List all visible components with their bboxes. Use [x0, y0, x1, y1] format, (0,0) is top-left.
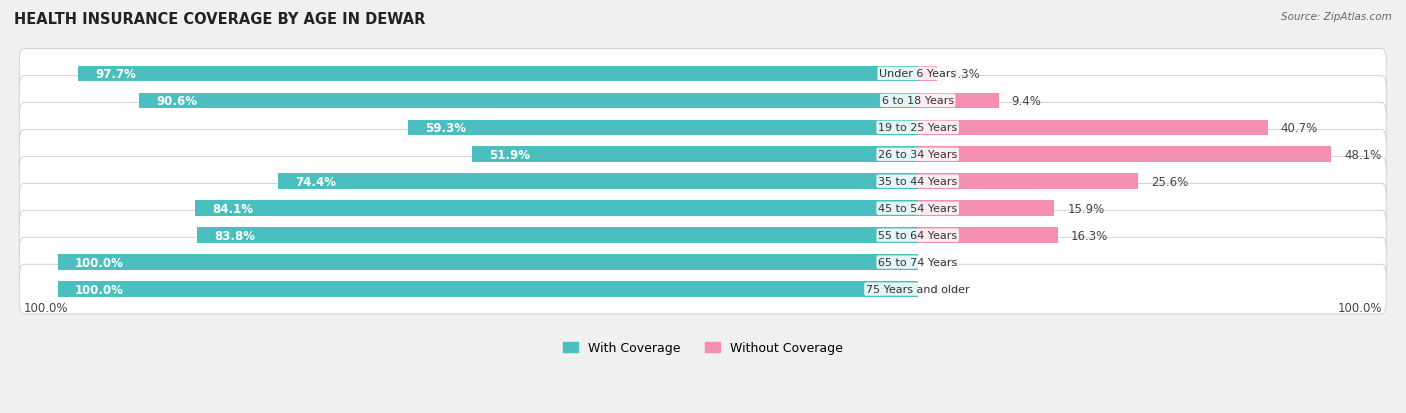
Text: 84.1%: 84.1% — [212, 202, 253, 215]
Bar — [918, 120, 1268, 136]
Bar — [408, 120, 918, 136]
Text: 16.3%: 16.3% — [1071, 229, 1108, 242]
Bar — [918, 66, 938, 82]
Text: 48.1%: 48.1% — [1344, 148, 1381, 161]
Text: 19 to 25 Years: 19 to 25 Years — [879, 123, 957, 133]
Text: 45 to 54 Years: 45 to 54 Years — [879, 204, 957, 214]
Bar — [197, 228, 918, 243]
FancyBboxPatch shape — [20, 157, 1386, 206]
Text: 40.7%: 40.7% — [1281, 121, 1317, 135]
Text: 59.3%: 59.3% — [425, 121, 465, 135]
Bar — [77, 66, 918, 82]
FancyBboxPatch shape — [20, 103, 1386, 153]
Text: Under 6 Years: Under 6 Years — [879, 69, 956, 79]
FancyBboxPatch shape — [20, 238, 1386, 287]
Bar — [139, 93, 918, 109]
Text: Source: ZipAtlas.com: Source: ZipAtlas.com — [1281, 12, 1392, 22]
FancyBboxPatch shape — [20, 76, 1386, 126]
Bar — [278, 174, 918, 190]
Text: 26 to 34 Years: 26 to 34 Years — [879, 150, 957, 160]
Bar — [918, 93, 998, 109]
FancyBboxPatch shape — [20, 211, 1386, 260]
Text: 55 to 64 Years: 55 to 64 Years — [879, 230, 957, 240]
FancyBboxPatch shape — [20, 265, 1386, 314]
Bar — [918, 201, 1054, 216]
Text: 75 Years and older: 75 Years and older — [866, 285, 970, 294]
Text: 25.6%: 25.6% — [1150, 175, 1188, 188]
Bar — [918, 174, 1137, 190]
Text: 100.0%: 100.0% — [75, 256, 124, 269]
Bar — [918, 228, 1057, 243]
Text: 2.3%: 2.3% — [950, 68, 980, 81]
Text: 0.0%: 0.0% — [931, 283, 960, 296]
Bar — [58, 282, 918, 297]
Bar — [471, 147, 918, 163]
Text: 15.9%: 15.9% — [1067, 202, 1105, 215]
Bar — [918, 147, 1331, 163]
Text: 35 to 44 Years: 35 to 44 Years — [879, 177, 957, 187]
Text: 90.6%: 90.6% — [156, 95, 197, 108]
Text: 83.8%: 83.8% — [215, 229, 256, 242]
FancyBboxPatch shape — [20, 184, 1386, 233]
FancyBboxPatch shape — [20, 50, 1386, 99]
Text: 6 to 18 Years: 6 to 18 Years — [882, 96, 953, 106]
Bar — [58, 255, 918, 270]
Text: 9.4%: 9.4% — [1011, 95, 1042, 108]
Text: 100.0%: 100.0% — [75, 283, 124, 296]
Text: 100.0%: 100.0% — [1337, 301, 1382, 314]
Text: 65 to 74 Years: 65 to 74 Years — [879, 257, 957, 268]
FancyBboxPatch shape — [20, 130, 1386, 180]
Text: 100.0%: 100.0% — [24, 301, 67, 314]
Text: 0.0%: 0.0% — [931, 256, 960, 269]
Text: 51.9%: 51.9% — [489, 148, 530, 161]
Text: HEALTH INSURANCE COVERAGE BY AGE IN DEWAR: HEALTH INSURANCE COVERAGE BY AGE IN DEWA… — [14, 12, 426, 27]
Text: 74.4%: 74.4% — [295, 175, 336, 188]
Legend: With Coverage, Without Coverage: With Coverage, Without Coverage — [558, 336, 848, 359]
Bar — [194, 201, 918, 216]
Text: 97.7%: 97.7% — [96, 68, 136, 81]
